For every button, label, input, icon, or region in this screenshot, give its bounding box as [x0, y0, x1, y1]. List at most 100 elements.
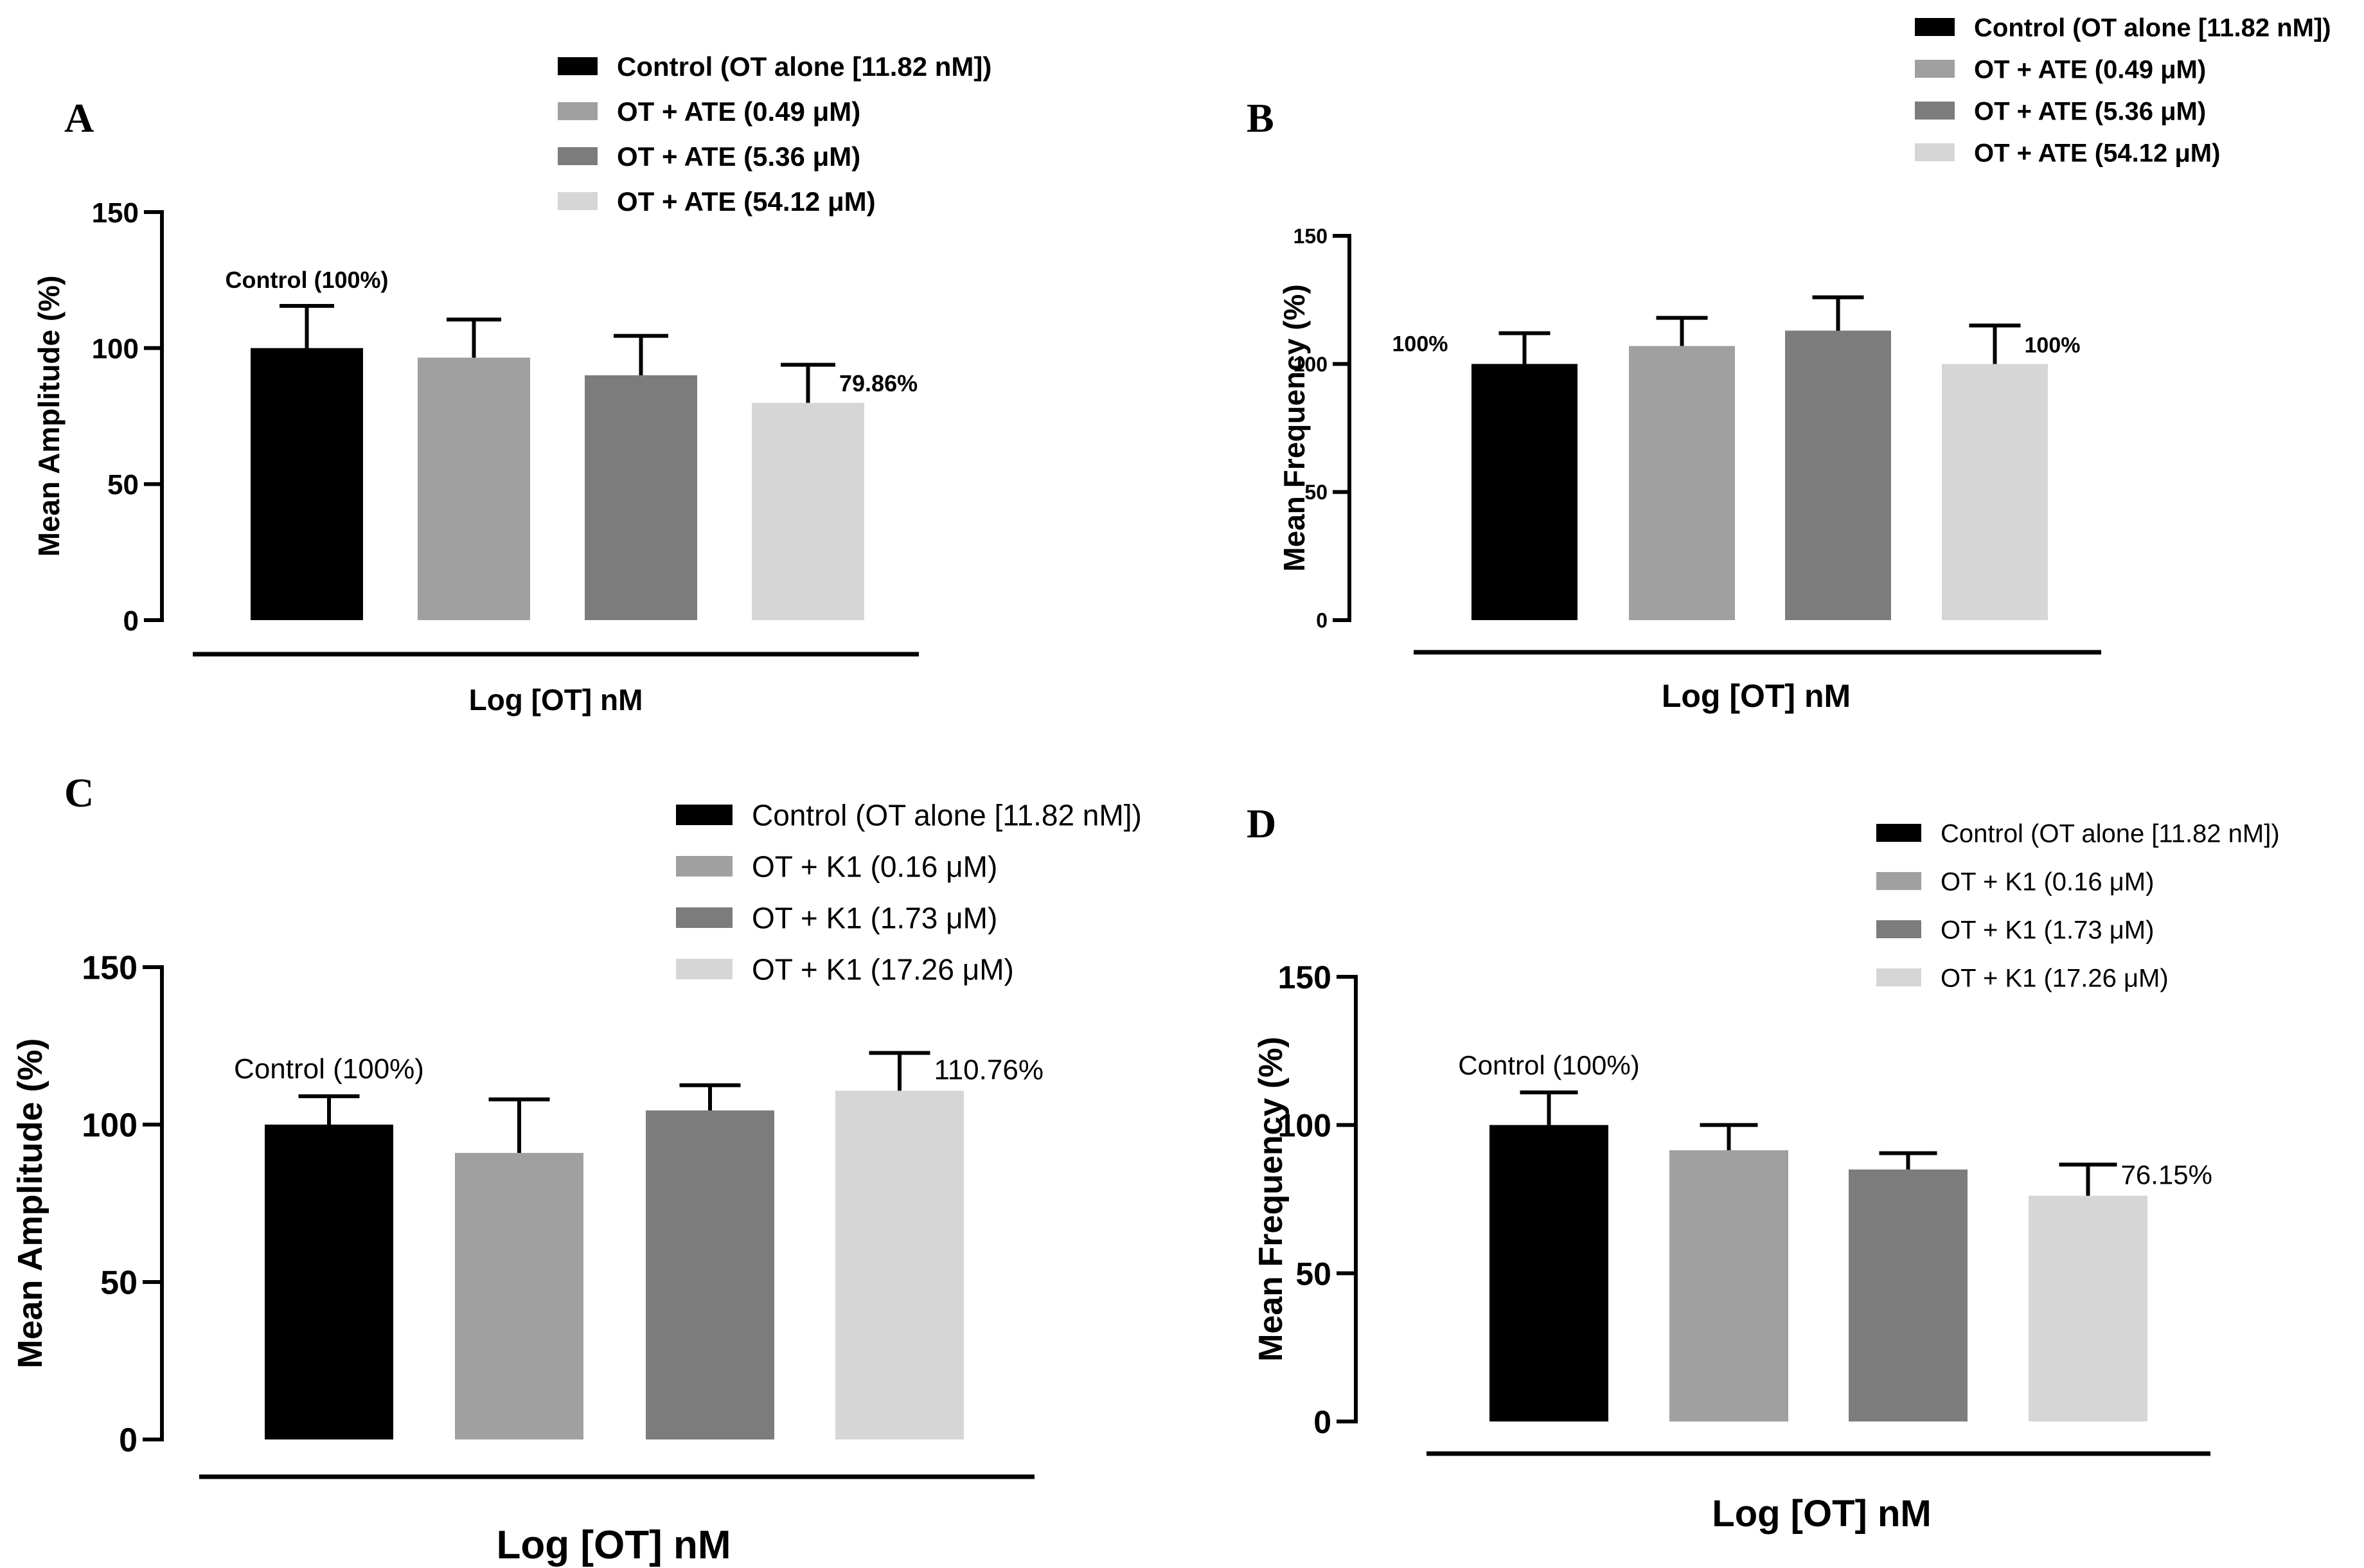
bar-3	[585, 375, 697, 620]
bar-annotation-2: 79.86%	[839, 370, 918, 396]
bar-4	[1942, 364, 2048, 620]
error-bar-1	[280, 304, 334, 348]
chart-panel-d: D 0 50 100 150 Mean Frequency (%) Log [OT] nM C…	[1247, 801, 2280, 1535]
y-tick-label: 150	[82, 950, 138, 987]
bar-1	[1471, 364, 1577, 620]
chart-panel-b: B 0 50 100 150 Mean Frequency (%) Log [OT] nM C…	[1247, 13, 2331, 714]
legend-label-3: OT + K1 (1.73 μM)	[752, 902, 997, 935]
bar-annotation-1: Control (100%)	[225, 267, 388, 293]
legend: Control (OT alone [11.82 nM]) OT + ATE (0…	[1915, 13, 2331, 167]
bar-2	[455, 1153, 583, 1439]
bar-2	[1629, 346, 1735, 620]
legend-label-4: OT + ATE (54.12 μM)	[1974, 139, 2220, 167]
error-bar-1	[1498, 331, 1551, 364]
x-axis-label: Log [OT] nM	[497, 1523, 731, 1567]
legend-swatch-2	[558, 102, 598, 120]
error-bar-4	[2059, 1163, 2117, 1196]
legend-label-2: OT + ATE (0.49 μM)	[1974, 55, 2206, 84]
legend-label-1: Control (OT alone [11.82 nM])	[1941, 819, 2280, 848]
x-axis-label: Log [OT] nM	[1712, 1493, 1931, 1535]
y-tick-label: 150	[1293, 225, 1328, 248]
y-tick-label: 50	[1295, 1256, 1331, 1292]
legend-swatch-3	[1915, 102, 1955, 120]
legend-swatch-4	[1876, 968, 1921, 986]
legend-swatch-2	[1876, 872, 1921, 890]
error-bar-2	[488, 1097, 550, 1154]
error-bar-4	[869, 1051, 930, 1091]
legend-label-3: OT + ATE (5.36 μM)	[617, 141, 860, 172]
bar-3	[1849, 1169, 1968, 1421]
bar-3	[1785, 330, 1891, 620]
legend-swatch-3	[1876, 920, 1921, 938]
bar-annotation-2: 100%	[2025, 333, 2081, 357]
legend-swatch-3	[676, 907, 733, 928]
x-axis-label: Log [OT] nM	[469, 683, 643, 717]
x-axis-label: Log [OT] nM	[1662, 678, 1851, 714]
legend-label-3: OT + K1 (1.73 μM)	[1941, 916, 2154, 944]
y-tick-label: 100	[1293, 353, 1328, 376]
error-bar-2	[1700, 1123, 1758, 1150]
bar-1	[265, 1125, 393, 1439]
legend-label-4: OT + K1 (17.26 μM)	[1941, 964, 2169, 992]
legend-label-1: Control (OT alone [11.82 nM])	[752, 799, 1142, 832]
bar-1	[251, 348, 363, 620]
legend-label-1: Control (OT alone [11.82 nM])	[1974, 13, 2331, 42]
y-axis-label: Mean Amplitude (%)	[11, 1038, 49, 1368]
y-tick-label: 0	[1313, 1404, 1331, 1440]
error-bar-3	[1879, 1151, 1937, 1170]
bar-4	[2029, 1195, 2147, 1421]
legend-swatch-4	[558, 192, 598, 210]
panel-letter: D	[1247, 801, 1276, 846]
y-axis-label: Mean Frequency (%)	[1277, 284, 1311, 571]
legend-swatch-1	[1876, 824, 1921, 842]
y-tick-label: 100	[1278, 1108, 1331, 1144]
legend-label-2: OT + K1 (0.16 μM)	[1941, 868, 2154, 896]
panel-letter: B	[1247, 95, 1274, 141]
error-bar-3	[614, 334, 668, 375]
legend-swatch-1	[676, 805, 733, 825]
legend: Control (OT alone [11.82 nM]) OT + K1 (0.…	[676, 799, 1142, 986]
bar-1	[1489, 1125, 1608, 1421]
legend-label-4: OT + K1 (17.26 μM)	[752, 953, 1014, 986]
y-tick-label: 50	[107, 469, 139, 501]
legend-swatch-3	[558, 147, 598, 165]
error-bar-3	[1812, 295, 1864, 331]
bar-3	[646, 1110, 774, 1439]
legend-swatch-4	[676, 959, 733, 979]
y-tick-label: 100	[92, 334, 139, 365]
error-bar-2	[1656, 316, 1708, 346]
y-tick-label: 100	[82, 1107, 138, 1145]
bar-annotation-1: Control (100%)	[234, 1053, 424, 1085]
bar-annotation-2: 110.76%	[934, 1054, 1044, 1085]
legend-swatch-2	[1915, 60, 1955, 78]
bar-2	[418, 357, 530, 620]
bar-annotation-1: Control (100%)	[1458, 1050, 1639, 1080]
legend-label-4: OT + ATE (54.12 μM)	[617, 186, 876, 217]
legend-label-2: OT + ATE (0.49 μM)	[617, 96, 860, 127]
error-bar-1	[1520, 1090, 1578, 1125]
bar-annotation-2: 76.15%	[2121, 1160, 2212, 1190]
y-tick-label: 150	[1278, 959, 1331, 995]
legend-label-1: Control (OT alone [11.82 nM])	[617, 51, 991, 82]
legend: Control (OT alone [11.82 nM]) OT + K1 (0.…	[1876, 819, 2280, 992]
legend-swatch-2	[676, 856, 733, 877]
error-bar-4	[781, 362, 835, 403]
chart-panel-a: A 0 50 100 150 Mean Amplitude (%) Log [OT] nM C…	[32, 51, 991, 717]
panel-letter: A	[64, 95, 94, 141]
legend-swatch-1	[1915, 18, 1955, 36]
y-tick-label: 0	[119, 1422, 138, 1459]
error-bar-2	[447, 317, 501, 358]
y-axis-label: Mean Frequency (%)	[1252, 1037, 1290, 1362]
legend-label-2: OT + K1 (0.16 μM)	[752, 850, 997, 884]
bar-4	[752, 402, 864, 620]
y-tick-label: 150	[92, 197, 139, 229]
error-bar-4	[1969, 323, 2021, 364]
y-axis-label: Mean Amplitude (%)	[32, 276, 66, 557]
y-tick-label: 0	[1316, 609, 1328, 632]
y-tick-label: 50	[1304, 481, 1328, 504]
error-bar-1	[298, 1094, 360, 1125]
chart-panel-c: C 0 50 100 150 Mean Amplitude (%) Log [OT] nM C…	[11, 770, 1142, 1567]
y-tick-label: 0	[123, 605, 139, 637]
legend-label-3: OT + ATE (5.36 μM)	[1974, 97, 2206, 125]
